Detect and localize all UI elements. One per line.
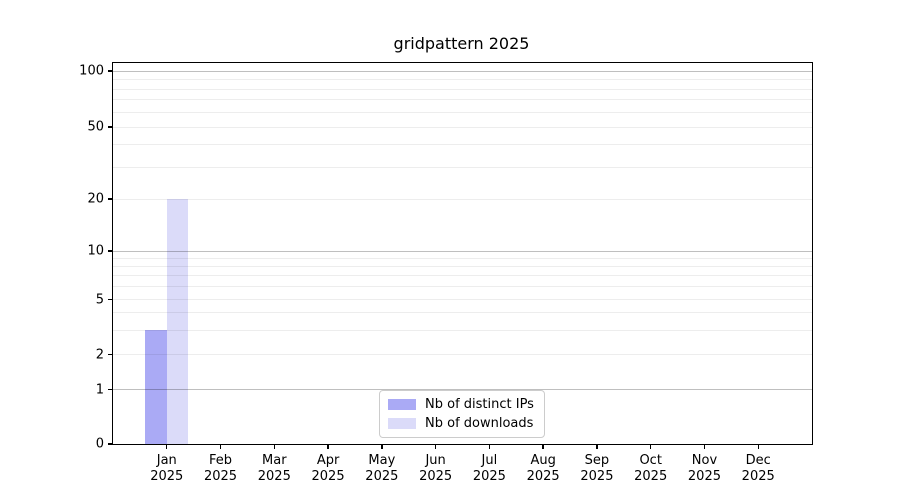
chart-title: gridpattern 2025 <box>393 34 530 53</box>
x-tick-label: Jan 2025 <box>127 453 207 485</box>
gridline-major <box>113 389 812 390</box>
x-tick-label: Mar 2025 <box>234 453 314 485</box>
x-tick-year: 2025 <box>741 469 775 484</box>
ticks-layer: 0 1 2 5 10 20 50 100 Jan 2025 Feb 2025 Mar 2025 Apr 202… <box>79 63 812 485</box>
grid-layer <box>113 63 812 444</box>
x-tick-year: 2025 <box>150 469 184 484</box>
x-tick-mark <box>166 445 168 449</box>
x-tick-mark <box>596 445 598 449</box>
legend-label-distinct-ips: Nb of distinct IPs <box>425 397 534 412</box>
y-tick-mark <box>108 198 112 200</box>
x-tick-year: 2025 <box>365 469 399 484</box>
x-tick-month: Aug <box>530 453 556 468</box>
gridline-minor <box>113 275 812 277</box>
y-tick-mark <box>108 126 112 128</box>
x-tick-label: Nov 2025 <box>664 453 744 485</box>
x-tick-label: Apr 2025 <box>288 453 368 485</box>
x-tick-mark <box>273 445 275 449</box>
gridline-minor <box>113 299 812 300</box>
x-tick-month: Jun <box>425 453 446 468</box>
bar-distinct-ips-jan <box>145 330 167 444</box>
x-tick-year: 2025 <box>419 469 453 484</box>
gridline-minor <box>113 312 812 314</box>
gridline-minor <box>113 198 812 200</box>
x-tick-mark <box>703 445 706 449</box>
x-tick-mark <box>649 445 652 449</box>
gridline-minor <box>113 166 812 168</box>
x-tick-month: Jul <box>481 453 498 468</box>
bar-downloads-jan <box>166 199 189 444</box>
y-tick-label: 0 <box>95 436 104 452</box>
legend-item-downloads: Nb of downloads <box>388 416 534 431</box>
legend-item-distinct-ips: Nb of distinct IPs <box>388 397 534 412</box>
y-tick-label: 2 <box>95 347 104 362</box>
legend-swatch-distinct-ips-icon <box>388 399 416 410</box>
x-tick-mark <box>434 445 437 449</box>
x-tick-month: Mar <box>262 453 287 468</box>
y-tick-mark <box>108 388 112 391</box>
x-tick-label: Sep 2025 <box>557 453 637 485</box>
x-tick-label: Aug 2025 <box>503 453 583 485</box>
x-tick-label: Oct 2025 <box>611 453 691 485</box>
x-tick-month: Sep <box>584 453 610 468</box>
x-tick-month: Feb <box>209 453 233 468</box>
bars-layer <box>113 63 812 444</box>
x-tick-year: 2025 <box>203 469 238 484</box>
x-tick-label: Jun 2025 <box>396 453 476 485</box>
gridline-minor <box>113 257 812 259</box>
gridline-minor <box>113 88 812 90</box>
x-tick-mark <box>542 445 544 449</box>
x-tick-month: Jan <box>156 453 177 468</box>
x-tick-year: 2025 <box>526 469 560 484</box>
x-tick-month: May <box>368 453 396 468</box>
x-tick-year: 2025 <box>634 469 668 484</box>
y-tick-mark <box>108 298 112 301</box>
x-tick-year: 2025 <box>472 469 506 484</box>
x-tick-label: May 2025 <box>342 453 422 485</box>
x-tick-mark <box>219 445 222 449</box>
gridline-minor <box>113 354 812 355</box>
gridline-minor <box>113 79 812 80</box>
x-tick-mark <box>488 445 491 449</box>
gridline-minor <box>113 286 812 288</box>
x-tick-year: 2025 <box>580 469 614 484</box>
y-tick-label: 100 <box>79 63 104 79</box>
y-tick-label: 20 <box>87 191 104 207</box>
x-tick-month: Apr <box>316 453 340 468</box>
x-tick-year: 2025 <box>257 469 291 484</box>
x-tick-mark <box>381 445 383 449</box>
x-tick-label: Jul 2025 <box>449 453 529 485</box>
gridline-minor <box>113 111 812 113</box>
plot-area: 0 1 2 5 10 20 50 100 Jan 2025 Feb 2025 Mar 2025 Apr 202… <box>79 62 813 485</box>
x-tick-year: 2025 <box>687 469 721 484</box>
y-tick-mark <box>108 353 112 356</box>
y-tick-mark <box>108 250 112 252</box>
x-tick-month: Nov <box>691 453 718 468</box>
legend: Nb of distinct IPs Nb of downloads <box>379 390 545 438</box>
gridline-major <box>113 250 812 252</box>
x-tick-label: Feb 2025 <box>181 453 261 485</box>
x-tick-label: Dec 2025 <box>718 453 798 485</box>
x-tick-month: Dec <box>745 453 771 468</box>
x-tick-month: Oct <box>639 453 662 468</box>
x-tick-mark <box>327 445 329 449</box>
legend-label-downloads: Nb of downloads <box>425 416 534 431</box>
y-tick-mark <box>108 443 112 445</box>
x-tick-year: 2025 <box>311 469 345 484</box>
y-tick-label: 50 <box>87 119 104 135</box>
y-tick-label: 10 <box>87 243 104 259</box>
gridline-minor <box>113 144 812 146</box>
gridline-minor <box>113 266 812 268</box>
gridline-minor <box>113 329 812 331</box>
y-tick-label: 5 <box>95 292 104 307</box>
gridline-minor <box>113 99 812 101</box>
gridline-major <box>113 70 812 72</box>
gridline-minor <box>113 126 812 128</box>
y-tick-label: 1 <box>95 382 104 397</box>
x-tick-mark <box>757 445 759 449</box>
legend-swatch-downloads-icon <box>388 418 416 429</box>
y-tick-mark <box>108 70 112 72</box>
